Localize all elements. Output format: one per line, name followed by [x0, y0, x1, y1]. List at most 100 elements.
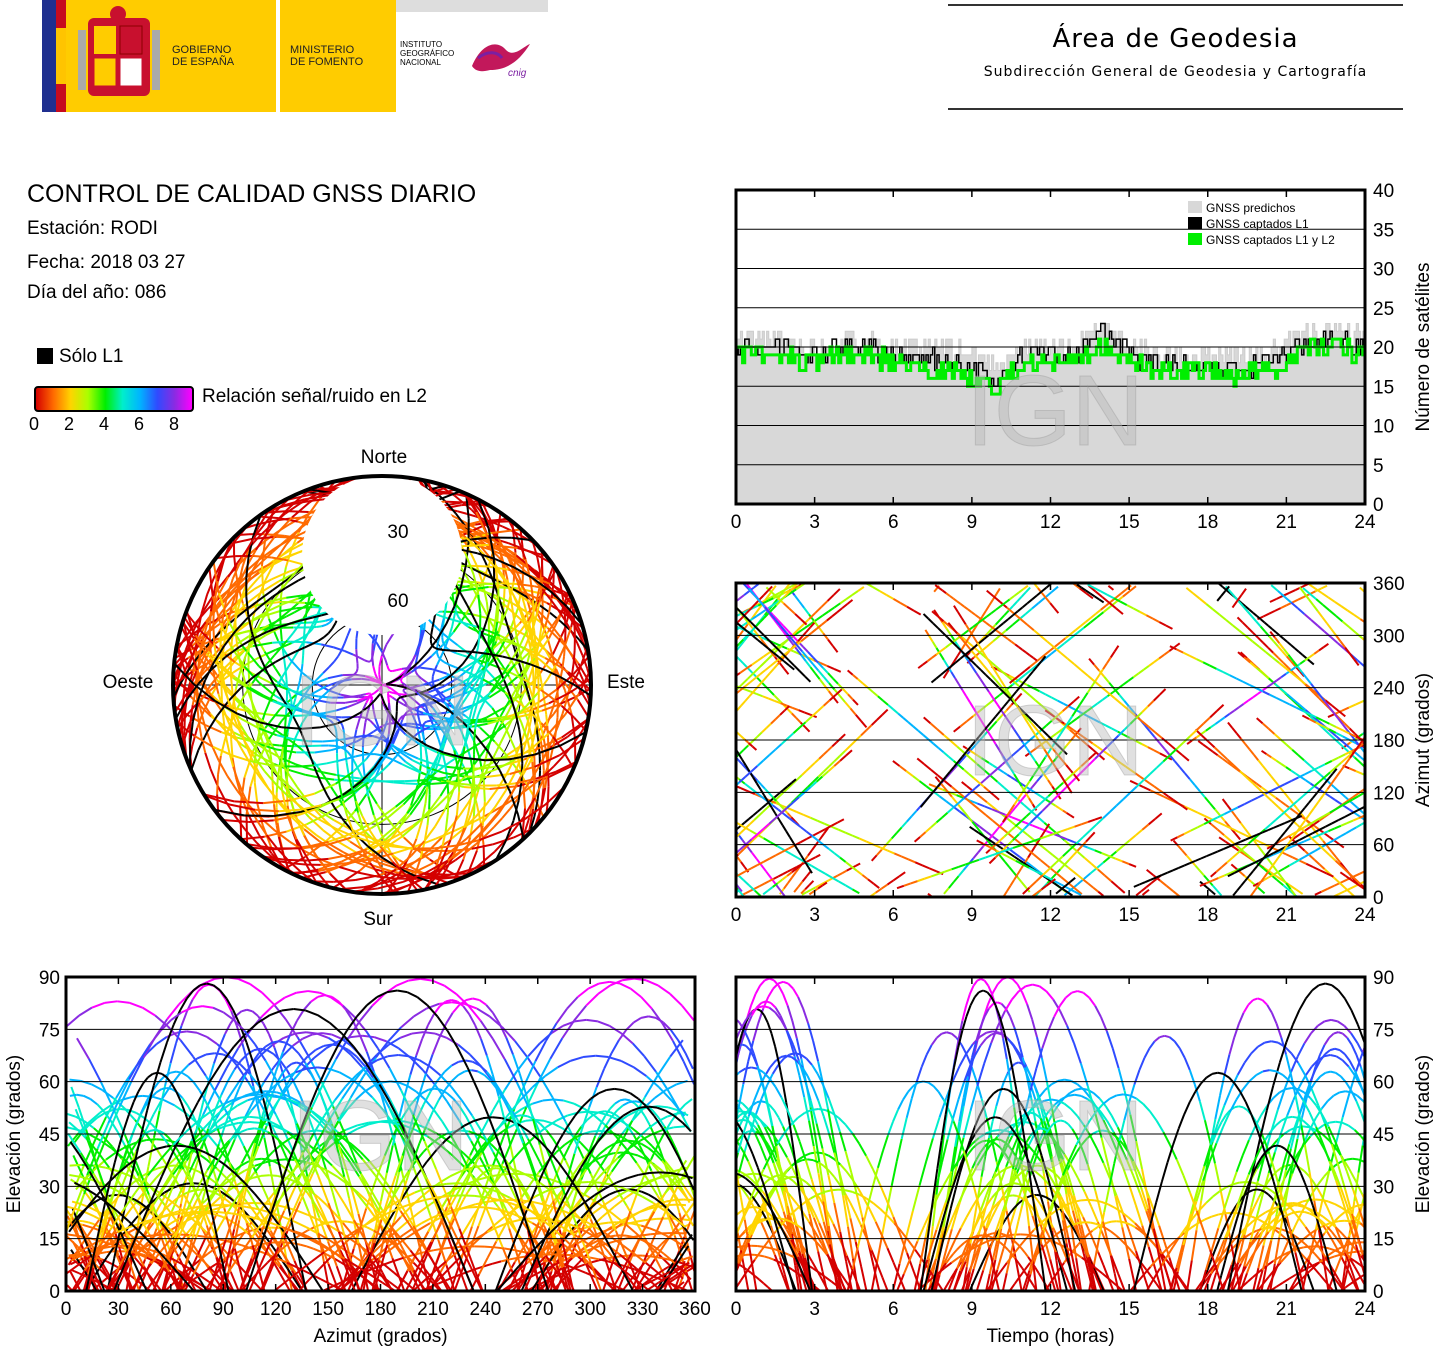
track-segment [219, 738, 227, 757]
track-segment [1274, 607, 1282, 612]
track-segment [493, 621, 499, 637]
track-segment [710, 678, 714, 683]
track-segment [928, 867, 937, 873]
track-segment [220, 600, 227, 624]
track-segment [339, 678, 352, 683]
track-segment [499, 770, 511, 792]
track-segment [253, 554, 272, 559]
track-segment [339, 787, 344, 802]
track-segment [416, 707, 420, 711]
track-segment [494, 636, 504, 642]
track-segment [918, 780, 927, 787]
track-segment [992, 635, 1001, 643]
track-segment [273, 714, 293, 718]
track-segment [430, 761, 438, 774]
track-segment [297, 725, 303, 735]
track-segment [277, 615, 288, 622]
track-segment [438, 674, 452, 685]
track-segment [900, 855, 909, 861]
series-l1l2 [736, 337, 1365, 396]
track-segment [312, 614, 322, 619]
track-segment [728, 646, 732, 652]
track-segment [514, 714, 521, 730]
track-segment [342, 729, 346, 736]
track-segment [400, 674, 405, 680]
track-segment [791, 712, 797, 719]
track-segment [457, 649, 468, 653]
track-segment [336, 763, 340, 775]
track-segment [300, 733, 307, 743]
track-segment [660, 593, 667, 596]
track-segment [219, 623, 223, 646]
track-segment [211, 596, 222, 624]
track-segment [479, 830, 503, 841]
track-segment [637, 720, 641, 725]
track-segment [1341, 620, 1350, 628]
track-segment [443, 644, 448, 650]
track-segment [526, 719, 532, 739]
legend-label: GNSS captados L1 [1206, 217, 1309, 231]
track-segment [788, 607, 796, 615]
track-segment [852, 834, 860, 840]
track-segment [300, 520, 310, 529]
track-segment [1009, 879, 1015, 887]
track-segment [715, 853, 719, 857]
track-segment [265, 834, 278, 849]
track-segment [685, 603, 689, 608]
track-segment [431, 670, 436, 677]
track-segment [274, 655, 287, 663]
track-segment [1036, 816, 1045, 824]
track-segment [1386, 859, 1392, 862]
track-segment [885, 837, 893, 845]
track-segment [640, 784, 646, 789]
track-segment [960, 644, 966, 651]
track-segment [540, 550, 544, 578]
track-segment [219, 597, 233, 615]
track-segment [1369, 777, 1375, 780]
track-segment [253, 578, 273, 591]
track-segment [481, 678, 494, 686]
track-segment [1083, 872, 1092, 880]
track-segment [494, 724, 506, 735]
track-segment [442, 761, 451, 768]
track-segment [390, 736, 396, 744]
track-segment [1261, 672, 1270, 680]
track-segment [273, 804, 277, 815]
track-segment [797, 880, 804, 888]
track-segment [723, 663, 727, 668]
track-segment [759, 882, 765, 887]
track-segment [418, 629, 426, 647]
track-segment [704, 599, 709, 601]
track-segment [341, 724, 345, 730]
track-segment [372, 735, 379, 739]
track-segment [527, 694, 533, 706]
track-segment [303, 623, 307, 636]
track-segment [555, 760, 577, 773]
track-segment [504, 699, 511, 709]
coat-of-arms-icon [78, 6, 160, 96]
track-segment [1424, 840, 1430, 843]
track-segment [818, 678, 826, 686]
track-segment [936, 728, 945, 736]
track-segment [327, 836, 352, 846]
track-segment [390, 743, 401, 753]
track-segment [1257, 886, 1266, 895]
track-segment [1391, 866, 1397, 869]
watermark-text: IGN [293, 655, 471, 767]
track-segment [231, 754, 251, 763]
track-segment [307, 679, 317, 690]
track-segment [447, 626, 454, 640]
track-segment [1404, 794, 1410, 799]
track-segment [567, 671, 581, 682]
track-segment [1335, 634, 1342, 642]
track-segment [272, 623, 285, 627]
track-segment [286, 611, 295, 618]
track-segment [234, 800, 264, 805]
track-segment [508, 676, 517, 690]
track-segment [1308, 583, 1317, 590]
track-segment [539, 658, 554, 672]
track-segment [805, 660, 812, 668]
track-segment [510, 600, 514, 611]
track-segment [992, 828, 999, 836]
